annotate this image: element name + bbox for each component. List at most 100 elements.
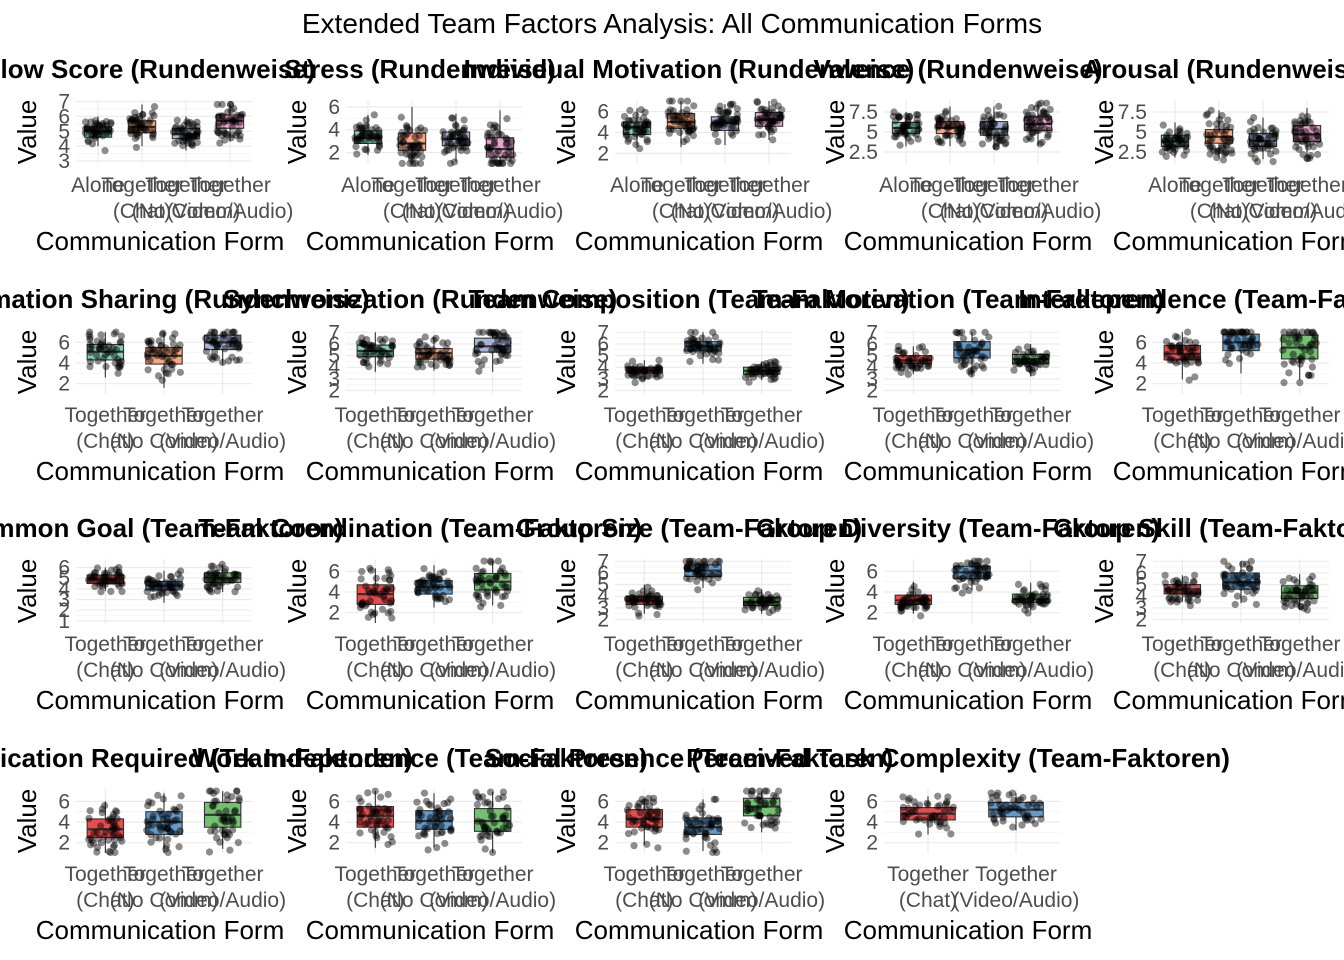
data-point [1239, 328, 1247, 336]
data-point [682, 557, 690, 565]
data-point [1243, 348, 1251, 356]
data-point [91, 128, 99, 137]
data-point [143, 350, 151, 358]
data-point [479, 567, 487, 575]
data-point [701, 572, 710, 580]
data-point [380, 592, 388, 601]
data-point [372, 810, 380, 818]
data-point [1266, 150, 1275, 158]
data-point [1046, 117, 1054, 126]
data-point [933, 135, 942, 143]
data-point [427, 360, 435, 368]
data-point [1308, 355, 1316, 363]
data-point [177, 581, 185, 590]
data-point [1011, 348, 1020, 356]
data-point [1224, 116, 1232, 124]
data-point [210, 580, 219, 588]
data-point [1037, 121, 1045, 129]
data-point [1161, 571, 1169, 579]
data-point [238, 110, 246, 118]
data-point [1189, 347, 1197, 356]
data-point [376, 352, 385, 360]
data-point [388, 337, 397, 345]
data-point [751, 368, 759, 376]
data-point [97, 588, 105, 596]
data-point [714, 557, 722, 565]
data-point [682, 847, 690, 855]
data-point [163, 819, 172, 827]
data-point [1040, 107, 1048, 115]
data-point [379, 587, 387, 595]
x-tick-label: (Video/Audio) [975, 200, 1102, 223]
data-point [912, 120, 920, 128]
data-point [156, 580, 164, 588]
data-point [902, 121, 910, 129]
data-point [185, 135, 193, 143]
data-point [418, 363, 427, 371]
data-point [127, 127, 135, 135]
y-tick-label: 7.5 [1118, 101, 1147, 124]
data-point [1253, 158, 1262, 166]
data-point [210, 328, 219, 337]
data-point [98, 805, 106, 813]
data-point [1176, 347, 1184, 355]
data-point [765, 117, 773, 125]
data-point [745, 378, 753, 386]
data-point [503, 804, 511, 812]
data-point [682, 835, 690, 843]
data-point [643, 811, 651, 819]
data-point [747, 600, 755, 608]
data-point [487, 812, 495, 821]
y-tick-label: 7 [58, 90, 70, 113]
data-point [1268, 129, 1276, 138]
data-point [919, 599, 927, 607]
data-point [921, 348, 929, 356]
data-point [953, 120, 961, 128]
data-point [1291, 334, 1299, 342]
data-point [972, 578, 980, 586]
data-point [446, 355, 454, 363]
y-tick-label: 4 [328, 356, 340, 379]
data-point [236, 113, 244, 121]
data-point [1171, 134, 1179, 142]
data-point [1308, 586, 1316, 594]
data-point [765, 367, 773, 375]
data-point [167, 573, 176, 581]
data-point [472, 346, 480, 354]
data-point [693, 567, 701, 575]
data-point [491, 341, 500, 349]
data-point [361, 602, 370, 610]
data-point [477, 603, 485, 611]
data-point [436, 351, 444, 359]
data-point [772, 367, 780, 375]
data-point [403, 130, 411, 138]
data-point [490, 139, 499, 147]
data-point [202, 347, 211, 355]
data-point [955, 136, 964, 144]
data-point [154, 791, 162, 799]
data-point [911, 598, 920, 606]
data-point [113, 808, 121, 816]
data-point [380, 347, 388, 356]
data-point [230, 570, 238, 578]
data-point [769, 117, 777, 125]
data-point [706, 345, 714, 353]
data-point [1222, 149, 1230, 157]
data-point [505, 821, 514, 829]
data-point [230, 104, 238, 113]
data-point [471, 350, 480, 358]
data-point [900, 127, 908, 135]
data-point [1299, 131, 1307, 139]
data-point [765, 121, 773, 130]
data-point [653, 602, 661, 610]
data-point [1038, 356, 1046, 364]
data-point [352, 136, 360, 144]
x-tick-label: (Video/Audio) [698, 659, 825, 682]
data-point [1167, 355, 1175, 363]
data-point [368, 342, 377, 350]
data-point [1162, 139, 1170, 147]
data-point [131, 109, 139, 117]
data-point [643, 823, 652, 831]
data-point [229, 328, 237, 337]
data-point [162, 824, 170, 832]
